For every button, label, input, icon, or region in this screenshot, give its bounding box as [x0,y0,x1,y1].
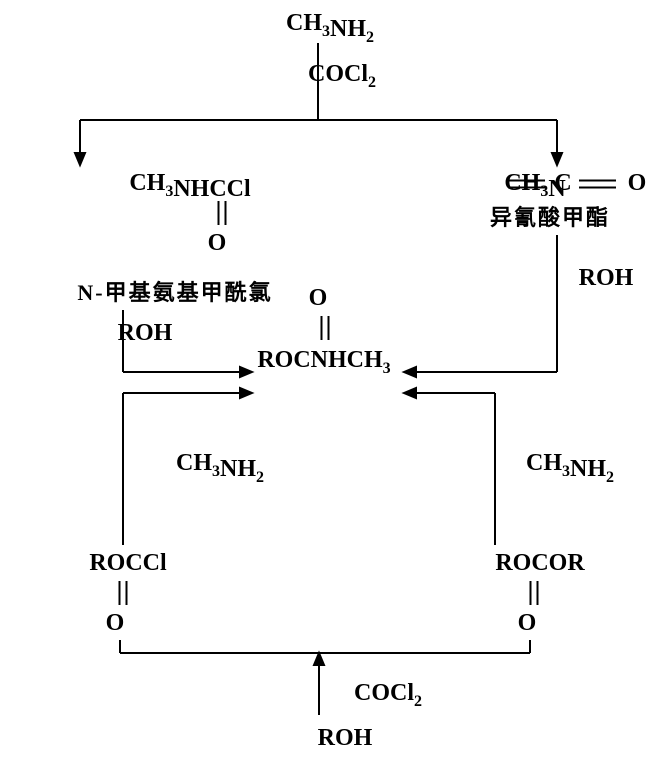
left-intermediate-formula: CH3NHCCl [129,170,251,202]
right-intermediate-c: C [554,170,571,196]
bottom-left-formula: ROCCl [89,550,167,576]
to-left-int-head [75,153,85,165]
top-amine: CH3NH2 [286,10,374,46]
bottom-right-o: O [518,610,537,636]
bottom-right-formula: ROCOR [495,550,585,576]
right-to-center-head [404,367,416,377]
bl-to-center-head [240,388,252,398]
center-product-formula: ROCNHCH3 [257,347,390,377]
reagent-cocl2-bot: COCl2 [354,680,422,710]
to-right-int-head [552,153,562,165]
reagent-roh-left: ROH [118,320,173,346]
left-to-center-head [240,367,252,377]
left-intermediate-label: N-甲基氨基甲酰氯 [77,280,272,305]
right-intermediate-label: 异氰酸甲酯 [490,205,610,230]
reagent-ch3nh2-right: CH3NH2 [526,450,614,486]
br-to-center-head [404,388,416,398]
reagent-cocl2-top: COCl2 [308,61,376,91]
left-intermediate-o: O [208,230,227,256]
center-product-o: O [309,285,328,311]
bottom-left-o: O [106,610,125,636]
reagent-roh-right: ROH [579,265,634,291]
reagent-roh-bot: ROH [318,725,373,751]
right-intermediate-o: O [628,170,647,196]
bot-up-head [314,653,324,665]
reagent-ch3nh2-left: CH3NH2 [176,450,264,486]
